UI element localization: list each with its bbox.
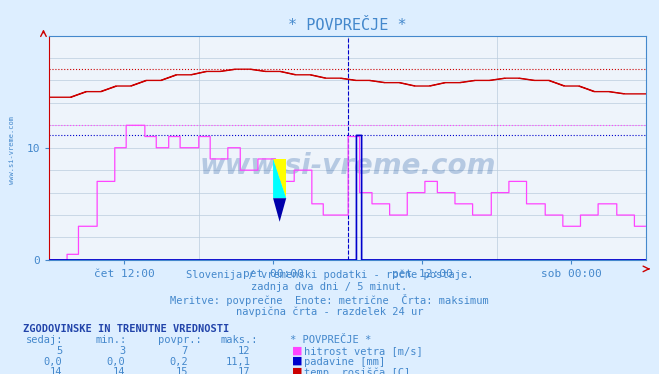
Text: min.:: min.: [96,335,127,345]
Polygon shape [273,159,286,198]
Text: 5: 5 [57,346,63,356]
Text: 17: 17 [238,367,250,374]
Text: 0,0: 0,0 [107,357,125,367]
Text: 3: 3 [119,346,125,356]
Text: hitrost vetra [m/s]: hitrost vetra [m/s] [304,346,423,356]
Text: ■: ■ [292,345,302,355]
Text: ■: ■ [292,366,302,374]
Text: www.si-vreme.com: www.si-vreme.com [9,116,14,184]
Text: ■: ■ [292,356,302,366]
Polygon shape [273,159,286,198]
Title: * POVPREČJE *: * POVPREČJE * [288,18,407,33]
Text: 14: 14 [50,367,63,374]
Text: padavine [mm]: padavine [mm] [304,357,386,367]
Text: 0,0: 0,0 [44,357,63,367]
Text: 14: 14 [113,367,125,374]
Text: temp. rosišča [C]: temp. rosišča [C] [304,367,411,374]
Text: Slovenija / vremenski podatki - ročne postaje.: Slovenija / vremenski podatki - ročne po… [186,269,473,280]
Text: Meritve: povprečne  Enote: metrične  Črta: maksimum: Meritve: povprečne Enote: metrične Črta:… [170,294,489,306]
Text: zadnja dva dni / 5 minut.: zadnja dva dni / 5 minut. [251,282,408,292]
Polygon shape [273,198,286,222]
Text: maks.:: maks.: [221,335,258,345]
Text: ZGODOVINSKE IN TRENUTNE VREDNOSTI: ZGODOVINSKE IN TRENUTNE VREDNOSTI [23,324,229,334]
Text: 11,1: 11,1 [225,357,250,367]
Text: * POVPREČJE *: * POVPREČJE * [290,335,371,345]
Text: navpična črta - razdelek 24 ur: navpična črta - razdelek 24 ur [236,306,423,317]
Text: 15: 15 [175,367,188,374]
Text: 7: 7 [182,346,188,356]
Text: 0,2: 0,2 [169,357,188,367]
Text: 12: 12 [238,346,250,356]
Text: sedaj:: sedaj: [26,335,64,345]
Text: www.si-vreme.com: www.si-vreme.com [200,152,496,180]
Text: povpr.:: povpr.: [158,335,202,345]
